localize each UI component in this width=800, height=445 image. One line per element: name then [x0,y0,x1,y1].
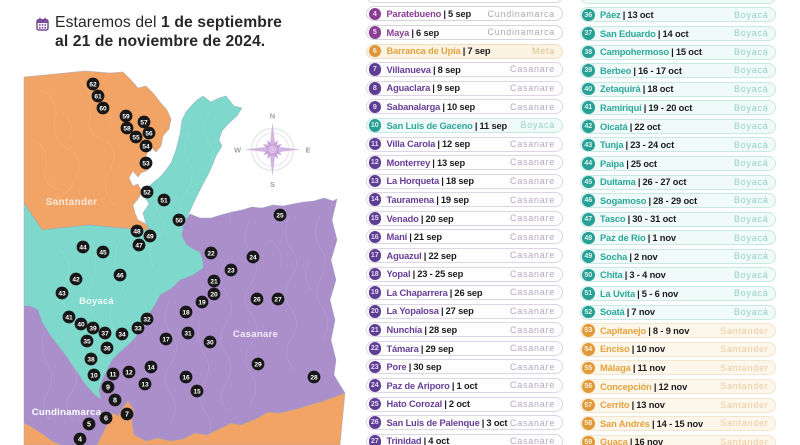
svg-text:20: 20 [210,291,218,298]
svg-text:36: 36 [103,345,111,352]
svg-text:13: 13 [141,381,149,388]
svg-text:W: W [234,146,242,155]
svg-text:10: 10 [90,372,98,379]
svg-text:54: 54 [142,143,150,150]
svg-text:33: 33 [134,325,142,332]
svg-text:57: 57 [140,119,148,126]
svg-text:27: 27 [274,296,282,303]
svg-text:52: 52 [143,189,151,196]
svg-text:S: S [270,180,275,189]
svg-text:22: 22 [207,250,215,257]
svg-text:26: 26 [253,296,261,303]
svg-text:39: 39 [89,325,97,332]
svg-text:31: 31 [184,330,192,337]
svg-text:37: 37 [101,330,109,337]
svg-text:7: 7 [125,409,129,418]
svg-text:61: 61 [94,93,102,100]
svg-text:60: 60 [99,105,107,112]
svg-text:44: 44 [79,244,87,251]
svg-text:17: 17 [162,336,170,343]
svg-text:34: 34 [118,331,126,338]
svg-text:24: 24 [249,254,257,261]
svg-text:21: 21 [210,278,218,285]
svg-text:4: 4 [78,434,82,443]
svg-text:42: 42 [72,276,80,283]
svg-text:32: 32 [143,316,151,323]
svg-text:58: 58 [123,125,131,132]
svg-text:50: 50 [175,217,183,224]
svg-text:18: 18 [182,309,190,316]
svg-text:46: 46 [116,272,124,279]
svg-text:23: 23 [227,267,235,274]
svg-text:19: 19 [198,299,206,306]
svg-text:38: 38 [87,356,95,363]
svg-text:N: N [270,112,275,121]
svg-text:12: 12 [125,369,133,376]
svg-text:43: 43 [58,290,66,297]
svg-text:59: 59 [122,113,130,120]
svg-text:14: 14 [147,364,155,371]
svg-text:56: 56 [145,130,153,137]
svg-text:11: 11 [110,371,117,378]
svg-text:49: 49 [146,233,154,240]
svg-text:Boyacá: Boyacá [79,296,114,306]
svg-text:29: 29 [254,361,262,368]
svg-text:55: 55 [132,134,140,141]
svg-text:28: 28 [310,374,318,381]
svg-text:30: 30 [206,339,214,346]
svg-text:8: 8 [113,395,117,404]
svg-text:Santander: Santander [46,197,98,208]
svg-text:E: E [305,146,310,155]
svg-text:6: 6 [104,413,108,422]
svg-text:35: 35 [83,338,91,345]
svg-text:48: 48 [133,228,141,235]
svg-text:9: 9 [106,382,110,391]
svg-text:47: 47 [135,242,143,249]
svg-text:41: 41 [65,314,73,321]
svg-text:53: 53 [142,160,150,167]
svg-text:16: 16 [182,374,190,381]
svg-text:40: 40 [77,321,85,328]
svg-text:15: 15 [193,388,201,395]
svg-text:25: 25 [276,212,284,219]
svg-text:62: 62 [89,81,97,88]
svg-text:45: 45 [99,249,107,256]
svg-text:5: 5 [87,419,91,428]
svg-text:Cundinamarca: Cundinamarca [32,407,102,418]
svg-text:51: 51 [160,197,168,204]
svg-text:Casanare: Casanare [233,329,278,340]
